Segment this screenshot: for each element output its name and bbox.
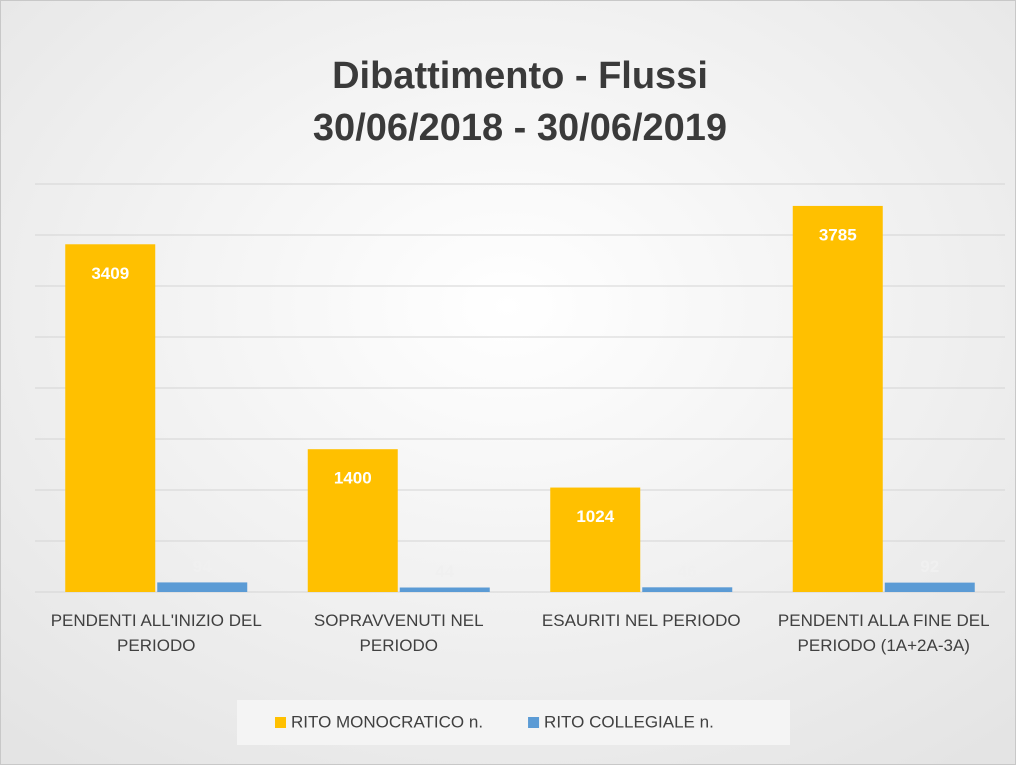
x-tick-label: SOPRAVVENUTI NEL PERIODO bbox=[314, 611, 484, 655]
x-tick-label: PENDENTI ALLA FINE DEL PERIODO (1A+2A-3A) bbox=[778, 611, 990, 655]
data-label: 92 bbox=[920, 557, 939, 576]
bar bbox=[307, 449, 398, 592]
bar bbox=[884, 582, 975, 592]
data-label: 3785 bbox=[819, 225, 857, 244]
data-label: 1400 bbox=[334, 469, 372, 488]
legend-swatch bbox=[275, 717, 286, 728]
x-tick-label: ESAURITI NEL PERIODO bbox=[542, 611, 741, 630]
data-label: 94 bbox=[193, 557, 212, 576]
legend-label: RITO MONOCRATICO n. bbox=[291, 712, 483, 731]
data-label: 1024 bbox=[576, 507, 614, 526]
x-tick-label: PENDENTI ALL'INIZIO DEL PERIODO bbox=[51, 611, 262, 655]
bar bbox=[550, 487, 641, 592]
bar bbox=[65, 244, 156, 593]
chart-title: Dibattimento - Flussi bbox=[332, 55, 708, 97]
bar bbox=[642, 587, 733, 592]
bar bbox=[399, 587, 490, 592]
chart-title: 30/06/2018 - 30/06/2019 bbox=[313, 107, 727, 149]
data-label: 46 bbox=[678, 562, 697, 581]
legend bbox=[237, 700, 790, 745]
bar bbox=[792, 205, 883, 592]
bar bbox=[157, 582, 248, 592]
data-label: 44 bbox=[435, 562, 454, 581]
legend-swatch bbox=[528, 717, 540, 728]
legend-label: RITO COLLEGIALE n. bbox=[544, 712, 714, 731]
data-label: 3409 bbox=[91, 264, 129, 283]
